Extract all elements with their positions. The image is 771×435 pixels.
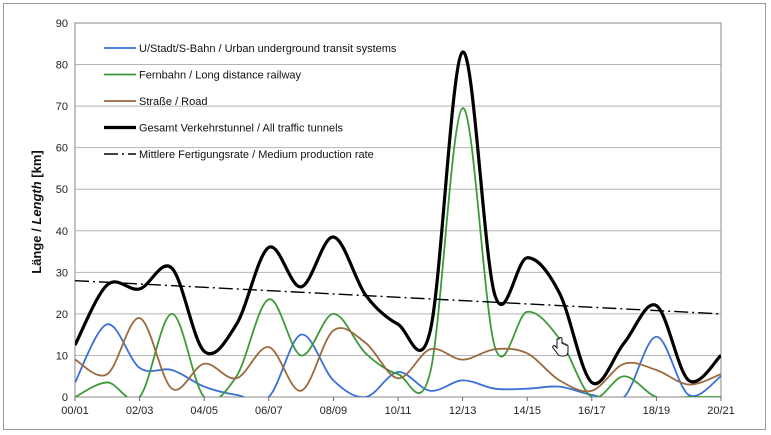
legend-label-2: Straße / Road xyxy=(139,96,207,108)
y-tick-label: 20 xyxy=(56,309,68,321)
series-line-2 xyxy=(75,317,721,393)
legend-label-4: Mittlere Fertigungsrate / Medium product… xyxy=(139,149,374,161)
x-tick-label: 20/21 xyxy=(707,405,735,417)
series-lines xyxy=(75,50,721,397)
y-tick-label: 80 xyxy=(56,60,68,72)
y-tick-label: 90 xyxy=(56,18,68,30)
y-tick-label: 10 xyxy=(56,350,68,362)
y-axis-label: Länge / Length [km] xyxy=(29,150,44,274)
y-axis-label-part-3: [km] xyxy=(29,150,44,181)
series-line-4 xyxy=(75,279,721,315)
x-tick-label: 18/19 xyxy=(643,405,671,417)
legend-label-1: Fernbahn / Long distance railway xyxy=(139,70,302,82)
y-axis-label-part-2: Length xyxy=(29,181,44,224)
y-axis-label-part-1: Länge / xyxy=(29,225,44,274)
series-line-0 xyxy=(75,323,721,397)
y-tick-label: 40 xyxy=(56,226,68,238)
y-tick-label: 30 xyxy=(56,267,68,279)
x-tick-label: 12/13 xyxy=(449,405,477,417)
hand-cursor-icon xyxy=(552,337,569,357)
x-tick-label: 04/05 xyxy=(190,405,218,417)
y-tick-label: 0 xyxy=(62,392,68,404)
grid-lines xyxy=(74,22,722,398)
y-tick-label: 50 xyxy=(56,184,68,196)
x-tick-label: 14/15 xyxy=(513,405,541,417)
series-line-1 xyxy=(75,107,721,397)
legend-label-3: Gesamt Verkehrstunnel / All traffic tunn… xyxy=(139,123,344,135)
x-tick-label: 02/03 xyxy=(126,405,154,417)
x-tick-label: 10/11 xyxy=(385,405,412,417)
y-tick-labels: 0 10 20 30 40 50 60 70 80 90 xyxy=(56,18,68,404)
legend: U/Stadt/S-Bahn / Urban underground trans… xyxy=(104,43,397,161)
x-tick-label: 16/17 xyxy=(578,405,606,417)
x-tick-label: 08/09 xyxy=(320,405,348,417)
x-tick-labels: 00/01 02/03 04/05 06/07 08/09 10/11 12/13 14/15… xyxy=(61,397,735,417)
y-tick-label: 60 xyxy=(56,143,68,155)
y-tick-label: 70 xyxy=(56,101,68,113)
series-line-3 xyxy=(75,50,721,386)
legend-label-0: U/Stadt/S-Bahn / Urban underground trans… xyxy=(139,43,397,55)
x-tick-label: 00/01 xyxy=(61,405,89,417)
x-tick-label: 06/07 xyxy=(255,405,283,417)
